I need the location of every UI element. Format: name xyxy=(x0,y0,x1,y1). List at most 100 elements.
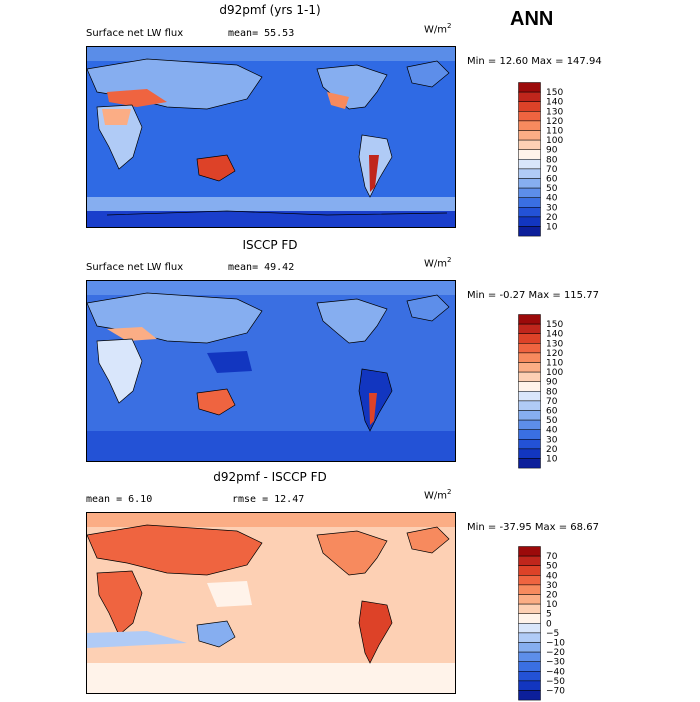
panel-2-units: W/m2 xyxy=(424,256,452,270)
colorbar-segment xyxy=(518,584,541,595)
colorbar-segment xyxy=(518,130,541,141)
colorbar-segment xyxy=(518,439,541,450)
colorbar-tick-label: 20 xyxy=(546,213,558,223)
colorbar-segment xyxy=(518,111,541,122)
panel-3-minmax: Min = -37.95 Max = 68.67 xyxy=(467,522,599,533)
colorbar-segment xyxy=(518,371,541,382)
colorbar-tick-label: 10 xyxy=(546,223,558,233)
colorbar-segment xyxy=(518,101,541,112)
colorbar-tick-label: 5 xyxy=(546,610,552,620)
panel-3-map xyxy=(86,512,456,694)
colorbar-segment xyxy=(518,343,541,354)
colorbar-tick-label: 80 xyxy=(546,155,558,165)
colorbar-segment xyxy=(518,159,541,170)
colorbar-tick-label: 100 xyxy=(546,136,563,146)
colorbar-tick-label: 120 xyxy=(546,349,563,359)
colorbar-tick-label: 130 xyxy=(546,339,563,349)
colorbar-tick-label: −70 xyxy=(546,687,565,697)
colorbar-tick-label: 10 xyxy=(546,600,558,610)
colorbar-tick-label: 40 xyxy=(546,194,558,204)
colorbar-tick-label: 40 xyxy=(546,571,558,581)
colorbar-segment xyxy=(518,197,541,208)
colorbar-segment xyxy=(518,642,541,653)
colorbar-tick-label: 70 xyxy=(546,552,558,562)
colorbar-segment xyxy=(518,120,541,131)
panel-1-map xyxy=(86,46,456,228)
colorbar-tick-label: 50 xyxy=(546,184,558,194)
panel-2-title: ISCCP FD xyxy=(242,238,298,252)
panel-3-units: W/m2 xyxy=(424,488,452,502)
colorbar-segment xyxy=(518,149,541,160)
colorbar-segment xyxy=(518,690,541,701)
colorbar-segment xyxy=(518,661,541,672)
colorbar-segment xyxy=(518,555,541,566)
colorbar-segment xyxy=(518,410,541,421)
colorbar-segment xyxy=(518,400,541,411)
colorbar-tick-label: 130 xyxy=(546,107,563,117)
colorbar-tick-label: 90 xyxy=(546,146,558,156)
colorbar-tick-label: −30 xyxy=(546,658,565,668)
colorbar-tick-label: 120 xyxy=(546,117,563,127)
colorbar-tick-label: 40 xyxy=(546,426,558,436)
colorbar-segment xyxy=(518,448,541,459)
colorbar-tick-label: 30 xyxy=(546,435,558,445)
colorbar-tick-label: −10 xyxy=(546,639,565,649)
colorbar-segment xyxy=(518,352,541,363)
colorbar-segment xyxy=(518,632,541,643)
colorbar-segment xyxy=(518,333,541,344)
colorbar-tick-label: 10 xyxy=(546,455,558,465)
colorbar-segment xyxy=(518,216,541,227)
panel-3-rmse: rmse = 12.47 xyxy=(232,494,305,505)
colorbar-tick-label: 50 xyxy=(546,416,558,426)
colorbar-tick-label: −5 xyxy=(546,629,559,639)
panel-1-minmax: Min = 12.60 Max = 147.94 xyxy=(467,56,602,67)
colorbar-tick-label: 110 xyxy=(546,359,563,369)
colorbar-tick-label: 90 xyxy=(546,378,558,388)
colorbar-segment xyxy=(518,391,541,402)
colorbar-segment xyxy=(518,187,541,198)
colorbar-segment xyxy=(518,429,541,440)
panel-3-colorbar: 70 50 40 30 20 10 5 0 −5 −10 −20 −30 −40 −50 −70 xyxy=(518,546,598,702)
colorbar-segment xyxy=(518,546,541,557)
panel-1-mean: mean= 55.53 xyxy=(228,28,295,39)
season-label: ANN xyxy=(510,8,554,30)
colorbar-segment xyxy=(518,671,541,682)
colorbar-segment xyxy=(518,458,541,469)
colorbar-segment xyxy=(518,565,541,576)
colorbar-tick-label: −20 xyxy=(546,648,565,658)
panel-1-units: W/m2 xyxy=(424,22,452,36)
colorbar-tick-label: 100 xyxy=(546,368,563,378)
panel-2-variable-label: Surface net LW flux xyxy=(86,262,184,273)
colorbar-segment xyxy=(518,651,541,662)
colorbar-tick-label: 150 xyxy=(546,88,563,98)
colorbar-segment xyxy=(518,613,541,624)
colorbar-tick-label: 140 xyxy=(546,330,563,340)
colorbar-tick-label: 140 xyxy=(546,98,563,108)
colorbar-tick-label: 30 xyxy=(546,581,558,591)
colorbar-tick-label: 70 xyxy=(546,165,558,175)
colorbar-segment xyxy=(518,623,541,634)
panel-1-variable-label: Surface net LW flux xyxy=(86,28,184,39)
colorbar-tick-label: 60 xyxy=(546,175,558,185)
colorbar-segment xyxy=(518,178,541,189)
colorbar-tick-label: 20 xyxy=(546,445,558,455)
colorbar-segment xyxy=(518,603,541,614)
colorbar-segment xyxy=(518,91,541,102)
colorbar-segment xyxy=(518,381,541,392)
colorbar-tick-label: 110 xyxy=(546,127,563,137)
colorbar-segment xyxy=(518,168,541,179)
panel-3-title: d92pmf - ISCCP FD xyxy=(213,470,327,484)
panel-3-mean: mean = 6.10 xyxy=(86,494,153,505)
colorbar-tick-label: 60 xyxy=(546,407,558,417)
panel-2-map xyxy=(86,280,456,462)
panel-2-mean: mean= 49.42 xyxy=(228,262,295,273)
colorbar-segment xyxy=(518,575,541,586)
colorbar-tick-label: 30 xyxy=(546,203,558,213)
colorbar-tick-label: 70 xyxy=(546,397,558,407)
panel-2-colorbar: 150 140 130 120 110 100 90 80 70 60 50 40 30 20 10 xyxy=(518,314,598,470)
colorbar-tick-label: −40 xyxy=(546,667,565,677)
colorbar-segment xyxy=(518,207,541,218)
colorbar-segment xyxy=(518,314,541,325)
colorbar-tick-label: 50 xyxy=(546,562,558,572)
colorbar-tick-label: −50 xyxy=(546,677,565,687)
